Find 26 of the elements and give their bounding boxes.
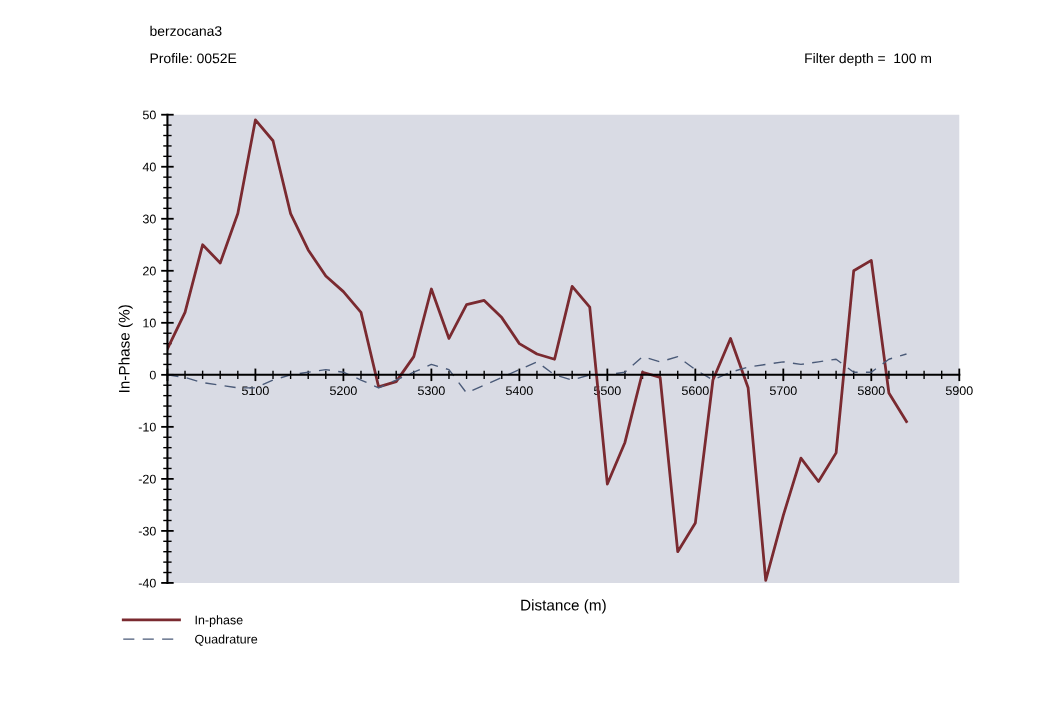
x-tick-label: 5200 <box>329 386 357 396</box>
x-tick-label: 5100 <box>242 386 269 396</box>
y-tick-label: -20 <box>138 474 156 484</box>
x-tick-label: 5800 <box>857 386 885 396</box>
x-tick-label: 5900 <box>945 386 973 396</box>
x-axis-title: Distance (m) <box>521 599 606 614</box>
y-tick-label: -40 <box>138 578 156 588</box>
y-tick-label: -30 <box>138 526 156 536</box>
y-axis-title: In-Phase (%) <box>118 305 133 392</box>
x-tick-label: 5600 <box>681 386 709 396</box>
x-tick-label: 5400 <box>505 386 533 396</box>
y-tick-label: 10 <box>143 318 156 328</box>
y-tick-label: 0 <box>149 370 156 380</box>
legend-label: In-phase <box>195 615 243 627</box>
line-series <box>167 118 908 582</box>
legend-label: Quadrature <box>195 634 258 646</box>
y-tick-label: 30 <box>142 214 156 224</box>
chart-title: berzocana3 <box>150 25 222 36</box>
y-tick-label: -10 <box>138 422 156 432</box>
y-tick-label: 40 <box>142 162 156 172</box>
y-tick-label: 20 <box>143 266 156 276</box>
x-tick-label: 5700 <box>769 386 797 396</box>
y-tick-label: 50 <box>142 110 156 120</box>
x-tick-label: 5300 <box>417 386 445 396</box>
text: Filter depth = 100 m <box>805 53 931 66</box>
chart-subtitle: Profile: 0052E <box>150 53 237 64</box>
